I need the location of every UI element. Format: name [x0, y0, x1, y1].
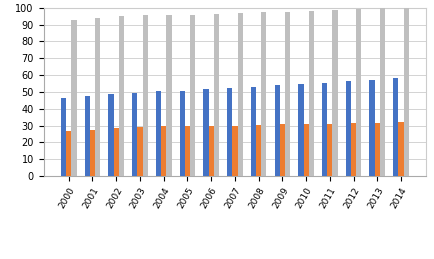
- Bar: [374, 123, 379, 176]
- Bar: [303, 124, 308, 176]
- Bar: [166, 15, 171, 176]
- Bar: [137, 127, 142, 176]
- Bar: [66, 131, 71, 176]
- Bar: [90, 130, 95, 176]
- Bar: [250, 87, 256, 176]
- Bar: [256, 125, 261, 176]
- Bar: [190, 15, 195, 176]
- Bar: [232, 126, 237, 176]
- Bar: [403, 8, 408, 176]
- Bar: [118, 16, 124, 176]
- Bar: [368, 80, 374, 176]
- Bar: [261, 12, 266, 176]
- Bar: [237, 13, 242, 176]
- Bar: [392, 78, 398, 176]
- Bar: [132, 93, 137, 176]
- Bar: [345, 81, 350, 176]
- Bar: [332, 10, 337, 176]
- Bar: [142, 15, 148, 176]
- Bar: [155, 91, 161, 176]
- Bar: [379, 8, 384, 176]
- Bar: [227, 88, 232, 176]
- Bar: [108, 95, 113, 176]
- Bar: [298, 83, 303, 176]
- Bar: [61, 98, 66, 176]
- Bar: [284, 12, 289, 176]
- Bar: [279, 124, 284, 176]
- Bar: [85, 96, 90, 176]
- Bar: [355, 9, 361, 176]
- Bar: [184, 126, 190, 176]
- Bar: [203, 89, 208, 176]
- Bar: [308, 11, 313, 176]
- Bar: [321, 83, 326, 176]
- Bar: [113, 128, 118, 176]
- Bar: [398, 122, 403, 176]
- Bar: [179, 91, 184, 176]
- Bar: [213, 14, 218, 176]
- Bar: [71, 20, 76, 176]
- Bar: [350, 123, 355, 176]
- Bar: [274, 85, 279, 176]
- Bar: [326, 124, 332, 176]
- Bar: [95, 18, 100, 176]
- Bar: [161, 126, 166, 176]
- Bar: [208, 126, 213, 176]
